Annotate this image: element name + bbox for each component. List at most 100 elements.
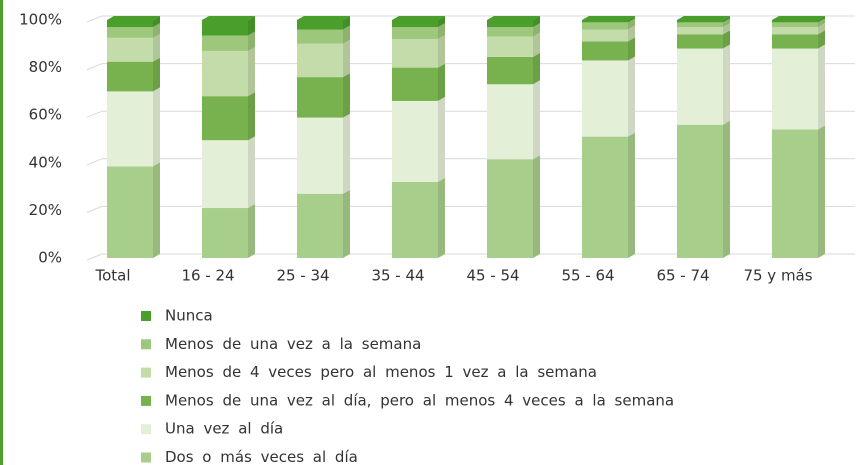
- bar-side: [533, 23, 540, 37]
- bar-side: [343, 25, 350, 44]
- bar-side: [628, 132, 635, 258]
- bar-side: [818, 18, 825, 28]
- bar-segment: [582, 22, 628, 30]
- bar-side: [628, 37, 635, 61]
- bar-segment: [772, 27, 818, 35]
- bar-side: [153, 87, 160, 167]
- bar-side: [438, 35, 445, 68]
- bar-top: [107, 16, 160, 20]
- bar-top: [392, 16, 445, 20]
- bar-side: [248, 92, 255, 141]
- x-tick-label: Total: [94, 267, 130, 285]
- x-tick-label: 45 - 54: [466, 267, 519, 285]
- bar-side: [153, 162, 160, 258]
- bar-side: [153, 23, 160, 38]
- bar-segment: [107, 20, 153, 28]
- bar-side: [533, 80, 540, 160]
- bar-side: [343, 39, 350, 78]
- bar-side: [153, 33, 160, 62]
- bar-side: [533, 52, 540, 85]
- bar-top: [297, 16, 350, 20]
- bar-segment: [202, 96, 248, 141]
- bar-side: [438, 23, 445, 40]
- bar-segment: [107, 27, 153, 38]
- bar-top: [772, 16, 825, 20]
- bar-segment: [392, 20, 438, 28]
- bar-side: [628, 16, 635, 23]
- bar-segment: [677, 27, 723, 35]
- bar-side: [248, 136, 255, 209]
- bar-side: [248, 31, 255, 51]
- legend-swatch: [141, 311, 151, 321]
- bar-segment: [772, 34, 818, 49]
- legend-swatch: [141, 339, 151, 350]
- x-tick-label: 55 - 64: [561, 267, 614, 285]
- bar-segment: [582, 136, 628, 258]
- bar-side: [533, 16, 540, 28]
- bar-side: [723, 44, 730, 125]
- bar-segment: [772, 129, 818, 258]
- grid-slant: [86, 63, 103, 71]
- bar-segment: [677, 20, 723, 23]
- x-tick-label: 25 - 34: [276, 267, 329, 285]
- bar-segment: [677, 124, 723, 258]
- bar-top: [202, 16, 255, 20]
- bar-side: [723, 120, 730, 258]
- bar-segment: [772, 20, 818, 23]
- bar-side: [723, 18, 730, 28]
- bar-side: [818, 30, 825, 49]
- bar-side: [248, 204, 255, 258]
- bar-segment: [487, 56, 533, 85]
- grid-slant: [86, 15, 103, 23]
- bar-segment: [582, 60, 628, 137]
- grid-slant: [86, 110, 103, 118]
- bar-side: [438, 177, 445, 258]
- legend-swatch: [141, 452, 151, 463]
- bar-segment: [677, 22, 723, 28]
- legend-label: Dos o más veces al día: [165, 448, 358, 465]
- bar-side: [818, 16, 825, 23]
- bar-segment: [297, 117, 343, 194]
- bar-side: [818, 23, 825, 35]
- bar-side: [343, 189, 350, 258]
- bar-side: [533, 32, 540, 57]
- bar-side: [153, 16, 160, 28]
- bar-segment: [772, 48, 818, 130]
- bar-segment: [392, 27, 438, 40]
- bar-side: [438, 96, 445, 182]
- bar-segment: [392, 181, 438, 258]
- bar-side: [153, 57, 160, 92]
- bar-side: [438, 16, 445, 28]
- bar-segment: [107, 91, 153, 167]
- bar-top: [677, 16, 730, 20]
- bar-segment: [487, 84, 533, 160]
- bar-side: [628, 25, 635, 42]
- bar-top: [487, 16, 540, 20]
- x-tick-label: 35 - 44: [371, 267, 424, 285]
- legend-swatch: [141, 367, 151, 378]
- grid-slant: [86, 158, 103, 166]
- bar-side: [628, 18, 635, 30]
- grid-slant: [86, 205, 103, 213]
- bar-side: [248, 46, 255, 97]
- legend-label: Menos de una vez al día, pero al menos 4…: [165, 391, 674, 409]
- bar-side: [818, 44, 825, 130]
- x-tick-label: 75 y más: [743, 267, 812, 285]
- legend-label: Nunca: [165, 307, 213, 325]
- grid-slant: [86, 253, 103, 261]
- y-tick-label: 80%: [29, 58, 62, 76]
- bar-segment: [582, 20, 628, 23]
- bar-segment: [582, 29, 628, 42]
- bar-side: [723, 23, 730, 35]
- bar-segment: [392, 100, 438, 182]
- y-tick-label: 20%: [29, 201, 62, 219]
- bar-segment: [202, 20, 248, 36]
- bar-segment: [487, 159, 533, 258]
- bar-side: [248, 16, 255, 36]
- bar-segment: [202, 140, 248, 209]
- legend-label: Una vez al día: [165, 420, 283, 438]
- x-tick-label: 65 - 74: [656, 267, 709, 285]
- bar-segment: [202, 35, 248, 51]
- bar-side: [723, 16, 730, 23]
